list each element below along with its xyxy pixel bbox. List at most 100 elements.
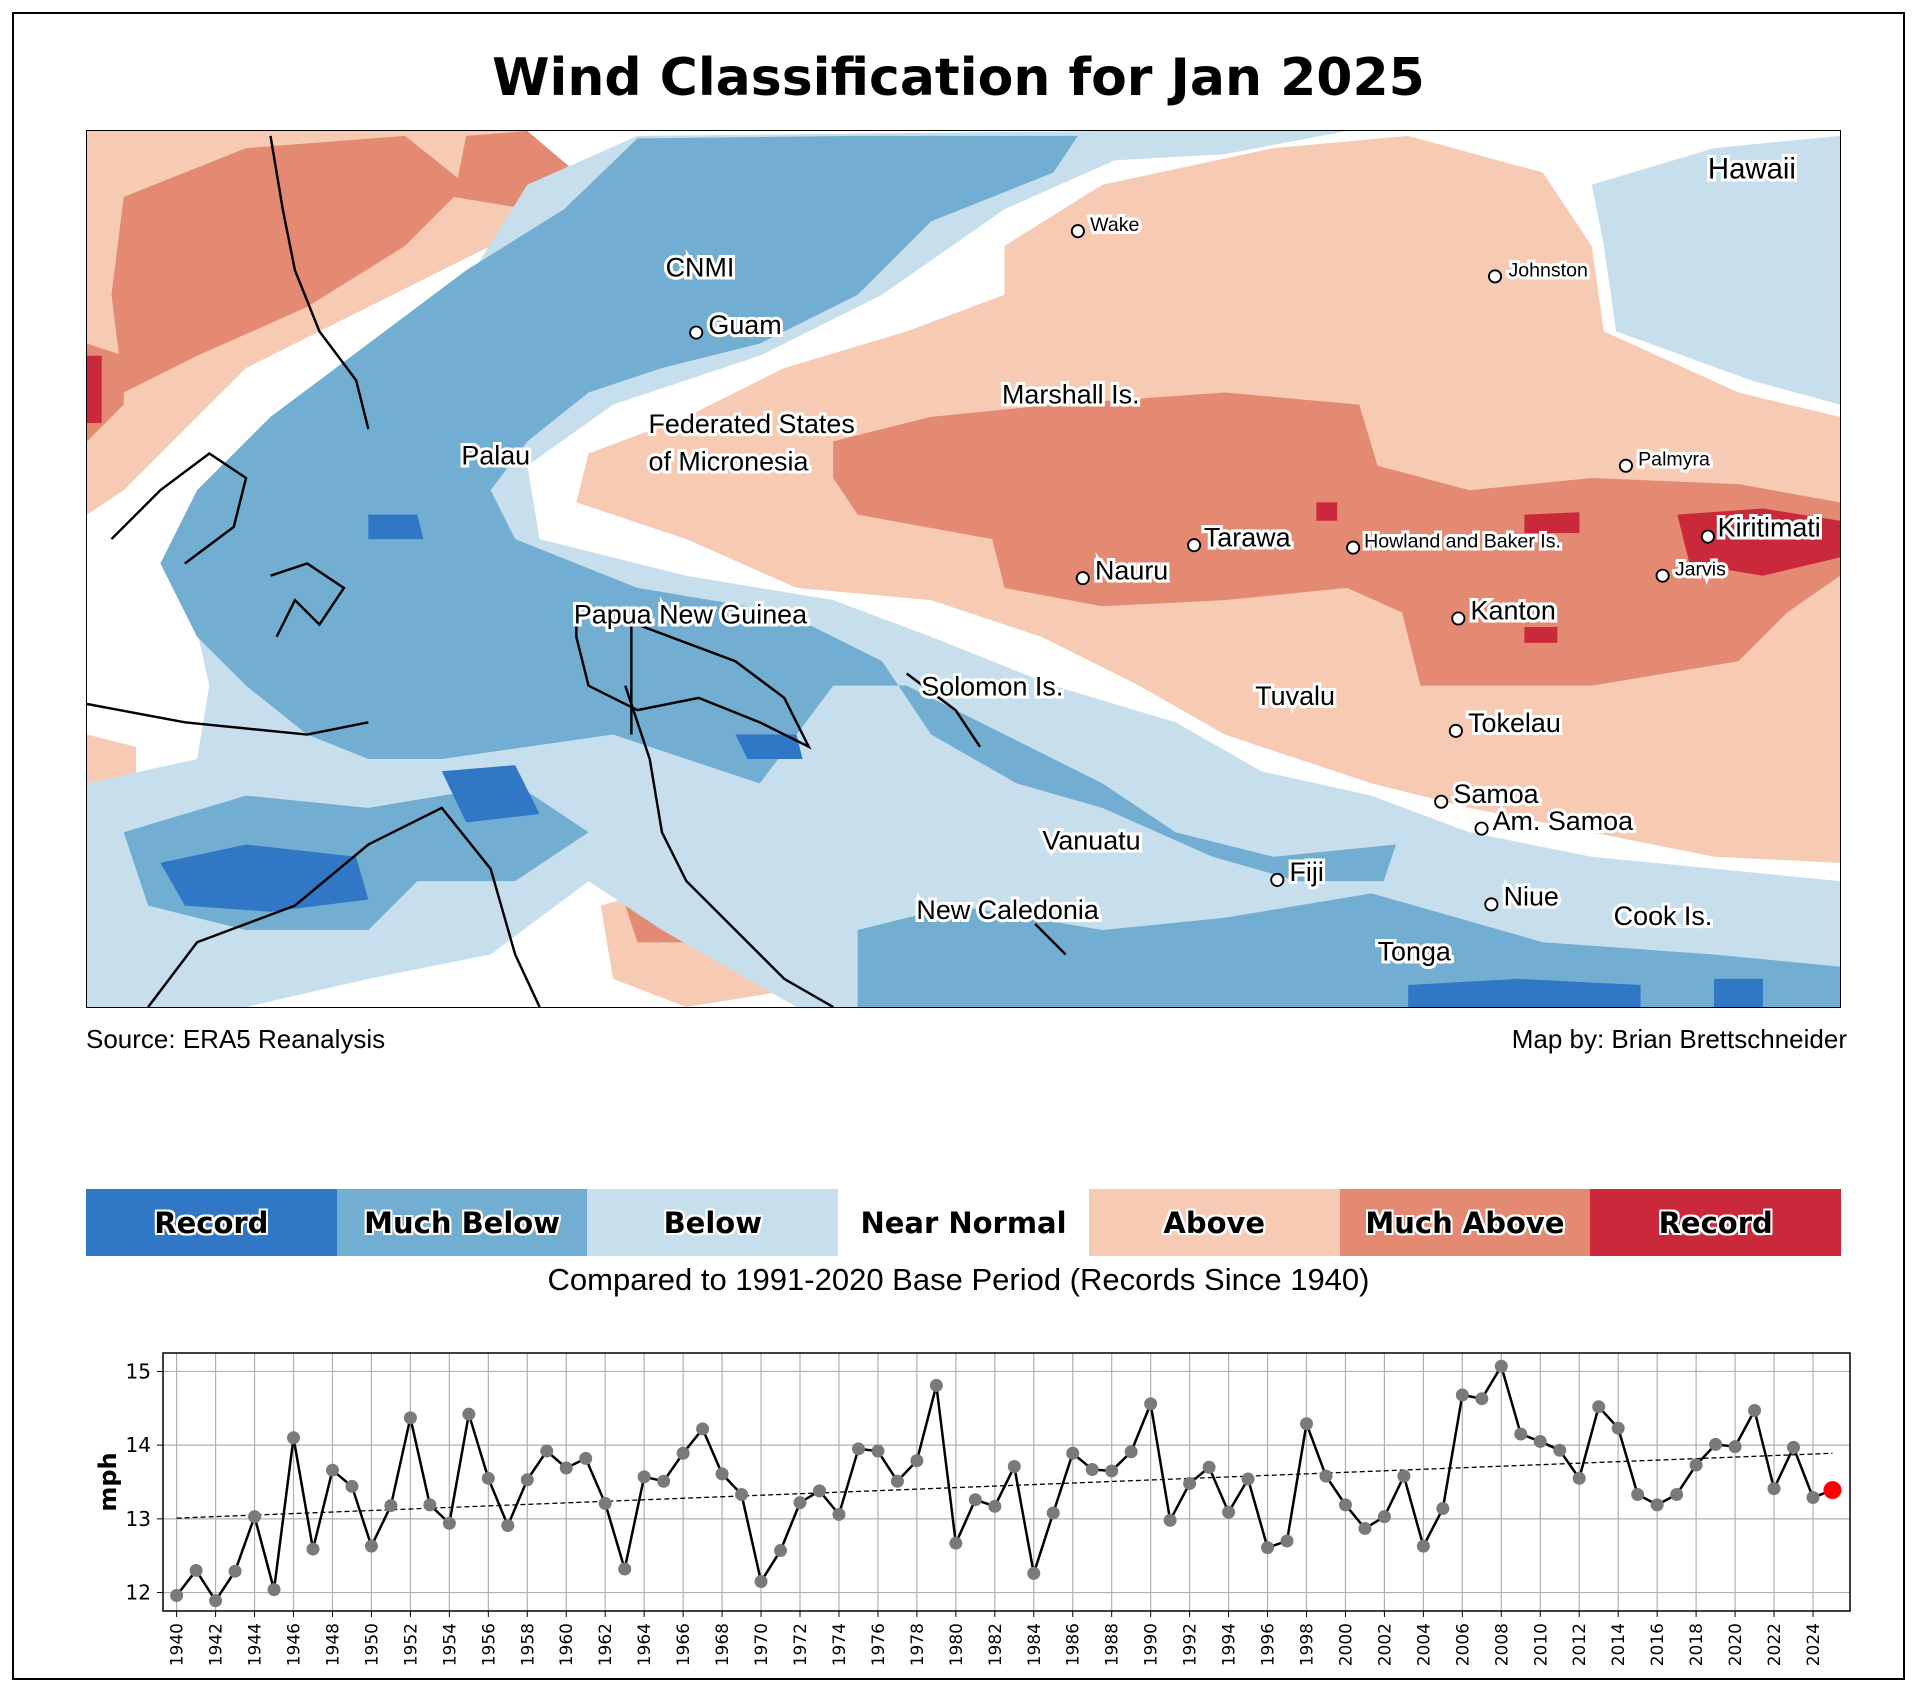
data-point <box>618 1562 632 1576</box>
x-tick-label: 2002 <box>1375 1623 1395 1666</box>
label-kanton: Kanton <box>1471 596 1556 626</box>
x-tick-label: 2020 <box>1726 1623 1746 1666</box>
y-tick-label: 15 <box>126 1359 151 1383</box>
label-johnston: Johnston <box>1508 259 1587 281</box>
data-point <box>1572 1471 1586 1485</box>
data-point <box>170 1589 184 1603</box>
x-tick-label: 1968 <box>713 1623 733 1666</box>
data-point <box>209 1594 223 1608</box>
x-tick-label: 1942 <box>207 1623 227 1666</box>
label-fsm-1: Federated States <box>648 409 854 439</box>
data-point <box>1767 1482 1781 1496</box>
data-point <box>1358 1521 1372 1535</box>
data-point <box>1397 1469 1411 1483</box>
x-tick-label: 1982 <box>986 1623 1006 1666</box>
label-fiji: Fiji <box>1290 857 1324 887</box>
data-point <box>1241 1472 1255 1486</box>
credit-note: Map by: Brian Brettschneider <box>1511 1024 1847 1054</box>
color-legend: Record Much Below Below Near Normal Abov… <box>86 1189 1842 1256</box>
data-point <box>1163 1513 1177 1527</box>
x-tick-label: 2006 <box>1453 1623 1473 1666</box>
plot-area <box>162 1352 1851 1612</box>
label-cnmi: CNMI <box>666 252 735 282</box>
label-guam: Guam <box>708 310 781 340</box>
data-point <box>1787 1440 1801 1454</box>
data-point <box>1261 1541 1275 1555</box>
label-wake: Wake <box>1090 214 1139 236</box>
legend-above: Above <box>1088 1189 1340 1256</box>
data-point <box>1338 1498 1352 1512</box>
data-point <box>1046 1506 1060 1520</box>
series-line <box>175 1363 1833 1603</box>
coastlines <box>87 135 1067 1007</box>
x-tick-label: 1994 <box>1220 1623 1240 1666</box>
data-point <box>1494 1359 1508 1373</box>
data-point <box>1748 1403 1762 1417</box>
data-point <box>949 1536 963 1550</box>
data-point <box>929 1378 943 1392</box>
data-point <box>501 1518 515 1532</box>
data-point <box>579 1451 593 1465</box>
data-point <box>696 1422 710 1436</box>
x-tick-label: 1978 <box>908 1623 928 1666</box>
x-tick-label: 2014 <box>1609 1623 1629 1666</box>
data-point <box>1514 1427 1528 1441</box>
label-fsm-2: of Micronesia <box>648 447 808 477</box>
y-tick-label: 14 <box>126 1433 151 1457</box>
x-tick-label: 1952 <box>401 1623 421 1666</box>
label-tuvalu: Tuvalu <box>1255 681 1335 711</box>
data-point <box>559 1461 573 1475</box>
data-point <box>1806 1490 1820 1504</box>
data-point <box>1728 1440 1742 1454</box>
place-markers <box>689 224 1715 912</box>
series-polyline <box>175 1363 1833 1603</box>
data-point <box>306 1542 320 1556</box>
wind-anomaly-map: Hawaii Wake Johnston CNMI Guam Marshall … <box>86 130 1841 1008</box>
data-point <box>890 1474 904 1488</box>
data-point <box>364 1539 378 1553</box>
data-point <box>1650 1498 1664 1512</box>
x-tick-label: 1956 <box>479 1623 499 1666</box>
data-point <box>715 1467 729 1481</box>
label-howland: Howland and Baker Is. <box>1364 531 1561 553</box>
data-point <box>1533 1434 1547 1448</box>
x-tick-label: 2008 <box>1492 1623 1512 1666</box>
x-tick-label: 2022 <box>1765 1623 1785 1666</box>
data-point <box>1027 1566 1041 1580</box>
label-tarawa: Tarawa <box>1204 522 1291 552</box>
label-palmyra: Palmyra <box>1638 449 1710 471</box>
data-point <box>1670 1488 1684 1502</box>
x-tick-label: 2004 <box>1414 1623 1434 1666</box>
label-vanuatu: Vanuatu <box>1042 825 1140 855</box>
x-tick-label: 1970 <box>752 1623 772 1666</box>
x-tick-label: 2024 <box>1804 1623 1824 1666</box>
data-point <box>1105 1464 1119 1478</box>
y-tick-label: 13 <box>126 1507 151 1531</box>
data-point <box>637 1470 651 1484</box>
legend-much-above: Much Above <box>1339 1189 1591 1256</box>
data-point <box>287 1431 301 1445</box>
data-point <box>598 1496 612 1510</box>
x-tick-label: 1948 <box>323 1623 343 1666</box>
data-point <box>832 1507 846 1521</box>
data-point <box>1183 1476 1197 1490</box>
x-tick-label: 1962 <box>596 1623 616 1666</box>
data-point <box>345 1479 359 1493</box>
x-tick-label: 1980 <box>947 1623 967 1666</box>
label-solomon: Solomon Is. <box>921 671 1063 701</box>
label-kiritimati: Kiritimati <box>1718 513 1821 543</box>
x-tick-label: 2010 <box>1531 1623 1551 1666</box>
label-jarvis: Jarvis <box>1675 559 1726 581</box>
y-axis-label: mph <box>94 1452 122 1511</box>
data-point <box>793 1496 807 1510</box>
source-note: Source: ERA5 Reanalysis <box>86 1024 386 1054</box>
data-point <box>1319 1469 1333 1483</box>
data-point <box>189 1563 203 1577</box>
data-point <box>1631 1488 1645 1502</box>
x-tick-label: 1964 <box>635 1623 655 1666</box>
data-point <box>1299 1417 1313 1431</box>
legend-near-normal: Near Normal <box>838 1189 1089 1256</box>
data-point <box>462 1407 476 1421</box>
label-tokelau: Tokelau <box>1468 708 1561 738</box>
y-tick-label: 12 <box>126 1581 151 1605</box>
